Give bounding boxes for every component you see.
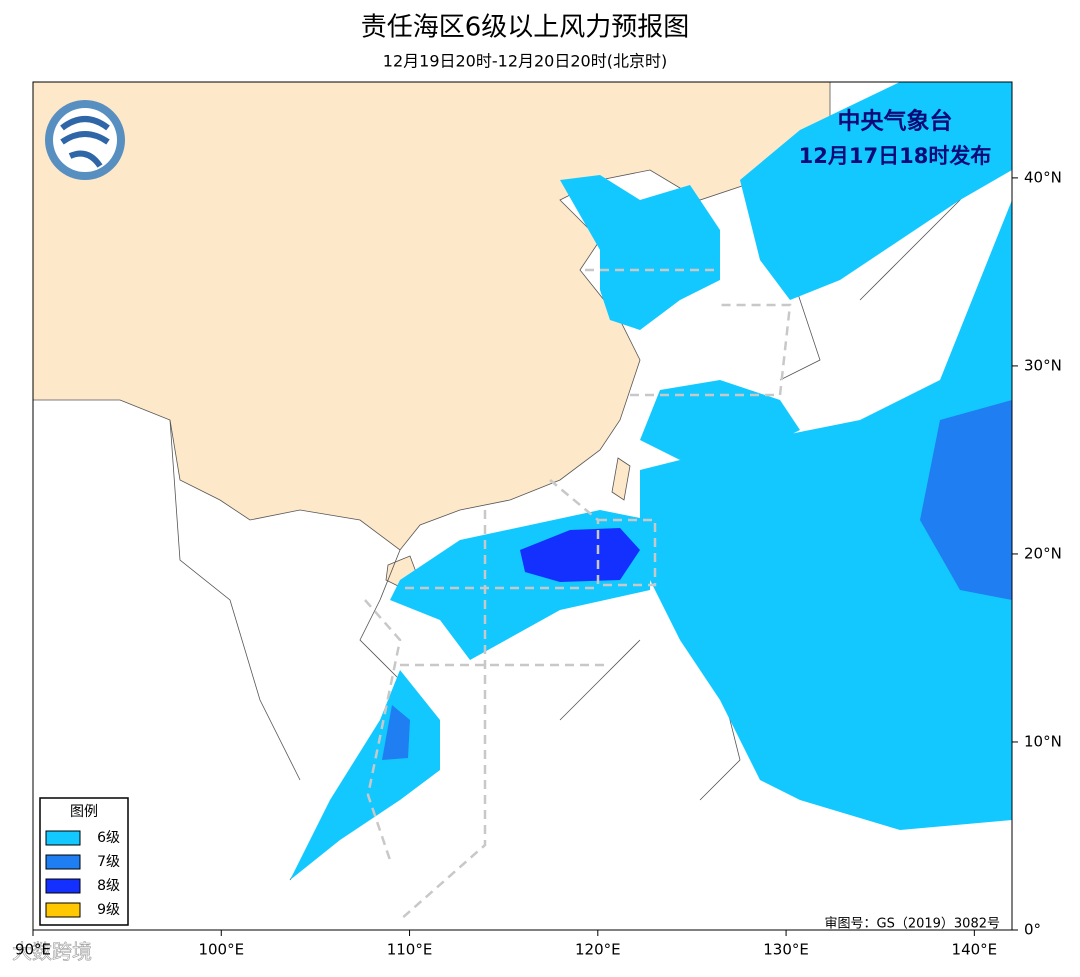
wind-area: [520, 528, 640, 582]
wind-area: [640, 380, 800, 460]
watermark: 大数跨境: [12, 940, 92, 964]
legend-label: 9级: [97, 902, 120, 918]
issue-time: 12月17日18时发布: [799, 144, 992, 168]
wind-area: [640, 200, 1012, 830]
y-tick-label: 0°: [1024, 921, 1041, 939]
legend-swatch: [45, 830, 81, 846]
logo: [45, 100, 125, 180]
y-tick-label: 20°N: [1024, 544, 1062, 562]
agency: 中央气象台: [838, 108, 953, 135]
map-body: [32, 81, 1013, 931]
zone-lines: [364, 268, 792, 921]
legend: 图例 6级 7级 8级 9级: [39, 797, 129, 926]
subtitle: 12月19日20时-12月20日20时(北京时): [383, 52, 667, 71]
x-tick-label: 140°E: [952, 941, 998, 959]
x-tick-label: 110°E: [387, 941, 433, 959]
wind-area: [920, 400, 1012, 600]
y-tick-label: 10°N: [1024, 732, 1062, 750]
china-land: [32, 81, 831, 551]
wind-area: [740, 82, 1012, 300]
y-tick-label: 40°N: [1024, 168, 1062, 186]
wind-area: [382, 705, 410, 760]
legend-swatch: [45, 902, 81, 918]
taiwan: [611, 457, 631, 501]
legend-swatch: [45, 854, 81, 870]
wind-areas: [290, 82, 1012, 880]
legend-swatch: [45, 878, 81, 894]
y-tick-label: 30°N: [1024, 356, 1062, 374]
map-frame: [32, 81, 1013, 931]
legend-label: 6级: [97, 830, 120, 846]
x-tick-label: 100°E: [198, 941, 244, 959]
wind-area: [560, 175, 720, 330]
x-tick-label: 90°E: [15, 941, 51, 959]
legend-title: 图例: [70, 804, 98, 820]
legend-label: 7级: [97, 854, 120, 870]
title: 责任海区6级以上风力预报图: [361, 13, 690, 43]
x-tick-label: 120°E: [575, 941, 621, 959]
review-number: 审图号：GS（2019）3082号: [825, 917, 1001, 932]
x-tick-label: 130°E: [763, 941, 809, 959]
legend-label: 8级: [97, 878, 120, 894]
